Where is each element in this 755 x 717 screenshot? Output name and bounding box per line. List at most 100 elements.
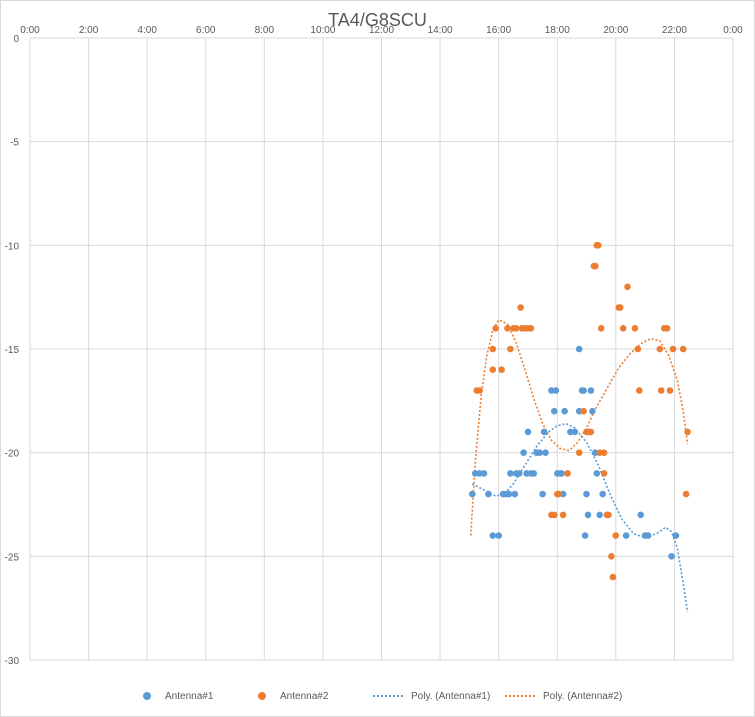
point-antenna1: [571, 428, 579, 436]
point-antenna2: [656, 345, 664, 353]
point-antenna2: [616, 304, 624, 311]
point-antenna2: [631, 325, 639, 332]
legend-marker-poly-antenna2: [505, 695, 535, 697]
point-antenna1: [480, 470, 488, 477]
point-antenna2: [489, 345, 497, 353]
point-antenna1: [637, 511, 644, 519]
point-antenna1: [505, 490, 513, 498]
legend: Antenna#1 Antenna#2 Poly. (Antenna#1) Po…: [0, 688, 755, 704]
point-antenna1: [596, 511, 603, 519]
point-antenna1: [593, 470, 601, 477]
legend-label-antenna1: Antenna#1: [165, 690, 214, 702]
point-antenna2: [597, 325, 605, 332]
trendline-poly-antenna-1-: [471, 422, 689, 613]
x-tick-label: 22:00: [662, 25, 687, 36]
point-antenna2: [684, 428, 691, 436]
point-antenna2: [624, 283, 631, 291]
chart-title: TA4/G8SCU: [328, 10, 427, 30]
y-tick-label: -5: [10, 138, 19, 149]
x-tick-label: 20:00: [603, 25, 628, 36]
legend-marker-antenna2: [258, 692, 266, 700]
point-antenna2: [600, 449, 608, 457]
point-antenna1: [489, 532, 497, 539]
point-antenna2: [587, 428, 595, 436]
point-antenna2: [608, 553, 615, 560]
x-tick-label: 16:00: [486, 25, 511, 36]
point-antenna1: [540, 428, 548, 436]
x-axis-ticks: 0:00 2:00 4:00 6:00 8:00 10:00 12:00 14:00 16:00…: [20, 25, 743, 36]
point-antenna1: [587, 387, 595, 394]
point-antenna2: [507, 345, 514, 353]
point-antenna1: [495, 532, 503, 539]
point-antenna1: [561, 407, 568, 415]
point-antenna1: [589, 407, 596, 415]
point-antenna1: [672, 532, 680, 539]
x-tick-label: 0:00: [20, 25, 40, 36]
point-antenna2: [592, 262, 599, 270]
point-antenna2: [504, 325, 511, 332]
point-antenna2: [612, 532, 620, 539]
plot-area: 0:00 2:00 4:00 6:00 8:00 10:00 12:00 14:00 16:00…: [5, 25, 744, 667]
point-antenna2: [663, 325, 671, 332]
point-antenna2: [527, 325, 535, 332]
point-antenna2: [679, 345, 687, 353]
point-antenna1: [551, 407, 558, 415]
y-tick-label: -15: [5, 345, 20, 356]
legend-marker-poly-antenna1: [373, 695, 403, 697]
point-antenna2: [580, 407, 587, 415]
point-antenna2: [492, 325, 500, 332]
point-antenna2: [669, 345, 677, 353]
x-tick-label: 8:00: [255, 25, 275, 36]
x-tick-label: 18:00: [545, 25, 570, 36]
point-antenna1: [469, 490, 476, 498]
point-antenna1: [558, 470, 565, 477]
point-antenna2: [555, 490, 562, 498]
point-antenna2: [636, 387, 643, 394]
trendlines: [470, 318, 689, 613]
point-antenna1: [511, 490, 519, 498]
point-antenna2: [575, 449, 583, 457]
point-antenna2: [559, 511, 567, 519]
point-antenna2: [564, 470, 571, 477]
point-antenna2: [666, 387, 674, 394]
point-antenna1: [622, 532, 630, 539]
point-antenna2: [619, 325, 627, 332]
x-tick-label: 14:00: [428, 25, 453, 36]
point-antenna2: [517, 304, 524, 311]
legend-item-poly-antenna2: Poly. (Antenna#2): [505, 688, 622, 704]
point-antenna2: [551, 511, 558, 519]
x-tick-label: 0:00: [723, 25, 743, 36]
y-axis-ticks: 0 -5 -10 -15 -20 -25 -30: [5, 34, 20, 667]
point-antenna1: [644, 532, 652, 539]
point-antenna2: [498, 366, 505, 374]
point-antenna2: [512, 325, 520, 332]
x-tick-label: 2:00: [79, 25, 99, 36]
point-antenna2: [605, 511, 612, 519]
x-tick-label: 12:00: [369, 25, 394, 36]
legend-label-antenna2: Antenna#2: [280, 690, 329, 702]
point-antenna1: [668, 553, 675, 560]
point-antenna1: [530, 470, 538, 477]
legend-label-poly-antenna2: Poly. (Antenna#2): [543, 690, 623, 702]
legend-marker-antenna1: [143, 692, 151, 700]
point-antenna2: [657, 387, 665, 394]
legend-item-antenna1: Antenna#1: [143, 688, 213, 704]
point-antenna1: [580, 387, 587, 394]
point-antenna1: [536, 449, 543, 457]
point-antenna2: [600, 470, 608, 477]
x-tick-label: 6:00: [196, 25, 216, 36]
point-antenna2: [595, 242, 602, 249]
point-antenna1: [542, 449, 549, 457]
data-points: [469, 242, 691, 581]
x-tick-label: 10:00: [310, 25, 335, 36]
y-tick-label: -25: [5, 552, 20, 563]
point-antenna1: [583, 490, 590, 498]
legend-label-poly-antenna1: Poly. (Antenna#1): [411, 690, 491, 702]
point-antenna1: [599, 490, 606, 498]
point-antenna1: [584, 511, 592, 519]
point-antenna1: [539, 490, 546, 498]
point-antenna1: [552, 387, 560, 394]
point-antenna1: [581, 532, 589, 539]
point-antenna1: [485, 490, 492, 498]
